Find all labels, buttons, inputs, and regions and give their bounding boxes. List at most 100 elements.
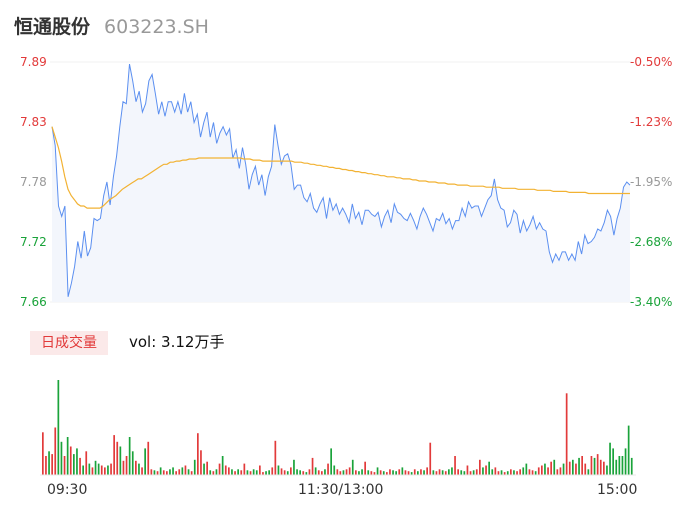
volume-bar	[593, 457, 596, 475]
volume-bar	[234, 471, 236, 475]
volume-bar	[42, 432, 44, 476]
volume-bar	[327, 463, 329, 475]
volume-bar	[166, 471, 168, 475]
volume-bar	[330, 448, 332, 475]
volume-bar	[172, 467, 174, 475]
volume-bar	[218, 463, 221, 475]
volume-bar	[305, 472, 308, 475]
volume-bar	[200, 450, 202, 475]
volume-bar	[249, 471, 252, 475]
volume-bar	[237, 469, 239, 475]
volume-bar	[153, 470, 156, 476]
volume-bar	[531, 470, 534, 476]
volume-bar	[209, 470, 212, 476]
volume-bar	[463, 471, 466, 475]
volume-bar	[296, 469, 298, 475]
volume-bar	[550, 461, 552, 475]
volume-bar	[231, 469, 233, 475]
volume-bar	[138, 463, 140, 475]
right-tick-label: -1.23%	[630, 115, 672, 129]
volume-bar	[451, 467, 453, 475]
volume-bar	[293, 459, 295, 475]
volume-bar	[556, 469, 559, 475]
volume-bar	[283, 470, 286, 476]
volume-bar	[63, 456, 66, 475]
volume-bar	[513, 470, 515, 476]
volume-bar	[516, 471, 518, 475]
volume-bar	[308, 469, 311, 475]
volume-bar	[482, 467, 484, 475]
volume-bar	[339, 471, 342, 475]
volume-bar	[159, 467, 162, 475]
volume-bar	[413, 469, 416, 475]
volume-bar	[342, 470, 345, 476]
volume-bar	[128, 437, 131, 475]
volume-bar	[627, 425, 630, 475]
volume-bar	[435, 471, 438, 475]
volume-bar	[441, 470, 444, 476]
volume-bar	[494, 467, 497, 475]
volume-bar	[240, 470, 243, 476]
volume-bar	[311, 457, 314, 475]
volume-tab[interactable]: 日成交量	[30, 331, 108, 355]
volume-bar	[45, 456, 47, 475]
volume-bar	[466, 465, 469, 475]
volume-bar	[314, 467, 317, 475]
volume-bar	[497, 471, 500, 475]
volume-bar	[590, 456, 593, 475]
volume-bar	[528, 469, 531, 475]
volume-bar	[252, 469, 255, 475]
volume-bar	[581, 456, 583, 475]
volume-bar	[596, 454, 599, 475]
volume-bar	[541, 465, 543, 475]
volume-bar	[510, 469, 512, 475]
volume-bar	[321, 471, 323, 475]
volume-bar	[534, 471, 537, 475]
volume-bar	[348, 467, 351, 475]
left-tick-label: 7.66	[20, 295, 47, 309]
volume-bar	[141, 467, 143, 475]
volume-bars	[42, 380, 633, 476]
volume-bar	[286, 471, 289, 475]
volume-bar	[379, 470, 382, 476]
volume-bar	[376, 467, 379, 475]
volume-bar	[519, 469, 521, 475]
volume-bar	[104, 467, 106, 475]
volume-bar	[361, 469, 363, 475]
volume-bar	[193, 459, 196, 475]
volume-bar	[575, 463, 577, 475]
volume-bar	[73, 454, 75, 475]
volume-bar	[107, 465, 109, 475]
volume-bar	[457, 469, 459, 475]
volume-bar	[612, 448, 614, 475]
volume-bar	[429, 442, 432, 475]
volume-bar	[448, 469, 450, 475]
volume-bar	[243, 463, 246, 475]
volume-bar	[438, 469, 441, 475]
volume-bar	[60, 441, 63, 476]
volume-bar	[299, 470, 301, 476]
volume-bar	[559, 467, 562, 475]
volume-bar	[197, 433, 199, 475]
time-tick-label: 09:30	[47, 482, 87, 498]
volume-bar	[206, 461, 208, 475]
volume-bar	[302, 471, 305, 475]
volume-bar	[395, 471, 397, 475]
volume-bar	[224, 465, 227, 475]
volume-bar	[262, 472, 264, 475]
volume-bar	[485, 465, 487, 475]
volume-bar	[389, 469, 391, 475]
volume-bar	[358, 471, 360, 475]
volume-bar	[131, 451, 134, 476]
left-tick-label: 7.89	[20, 55, 47, 69]
volume-bar	[268, 470, 270, 476]
volume-bar	[460, 470, 463, 476]
volume-bar	[113, 435, 115, 475]
volume-bar	[615, 459, 618, 475]
volume-bar	[475, 469, 478, 475]
time-tick-label: 11:30/13:00	[298, 482, 383, 498]
volume-bar	[187, 469, 190, 475]
volume-bar	[587, 469, 590, 475]
volume-bar	[351, 459, 354, 475]
